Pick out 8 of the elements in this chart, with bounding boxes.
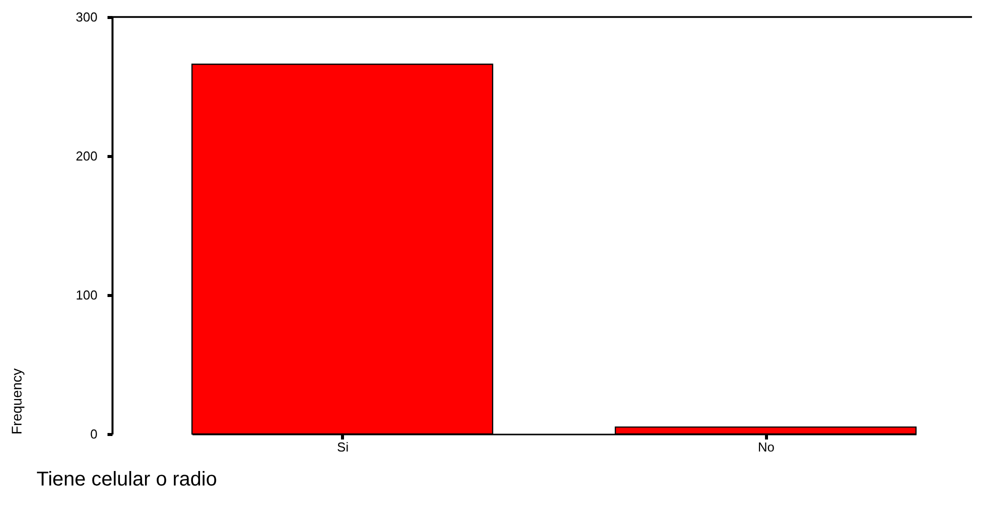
y-axis-title: Frequency: [8, 368, 24, 434]
y-tick-label: 0: [90, 426, 98, 442]
y-tick-label: 100: [76, 288, 98, 302]
y-tick-label: 200: [76, 148, 98, 164]
y-tick-label: 300: [76, 10, 98, 24]
x-axis-title: Tiene celular o radio: [36, 468, 217, 490]
x-tick-label: Si: [337, 440, 349, 454]
x-tick-label: No: [758, 440, 775, 454]
